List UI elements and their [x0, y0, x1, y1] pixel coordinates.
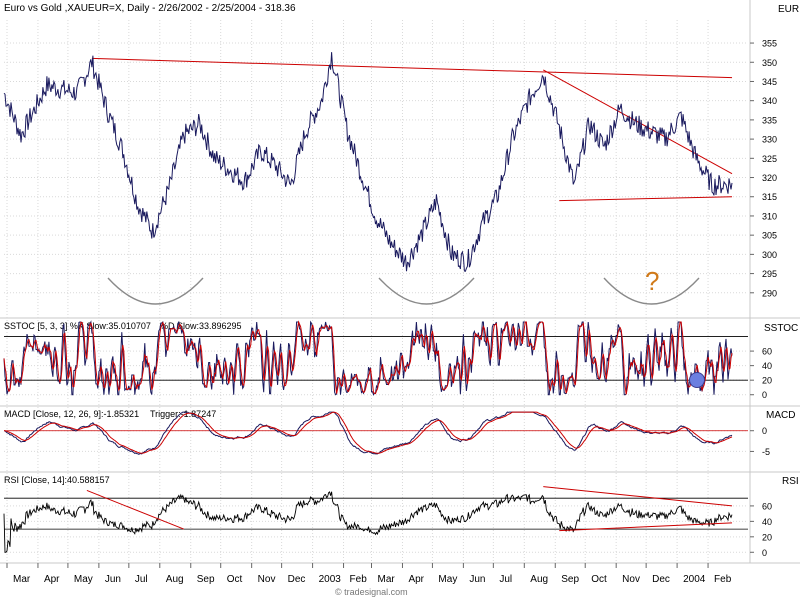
question-mark-annotation: ? — [645, 266, 659, 296]
macd-axis: 0 -5 — [750, 426, 770, 457]
y-tick-label: 20 — [762, 376, 772, 386]
macd-legend: MACD [Close, 12, 26, 9]:-1.85321 — [4, 409, 139, 419]
rsi-trend-line — [86, 489, 184, 530]
x-tick-label: 2003 — [319, 574, 342, 585]
x-tick-label: Mar — [378, 574, 396, 585]
x-tick-label: 2004 — [683, 574, 706, 585]
x-tick-label: Jul — [135, 574, 148, 585]
rsi-trend-line — [543, 486, 733, 507]
y-tick-label: 290 — [762, 288, 777, 298]
y-tick-label: 310 — [762, 211, 777, 221]
y-tick-label: 335 — [762, 115, 777, 125]
macd-trigger-line — [4, 411, 733, 454]
x-tick-label: Feb — [350, 574, 368, 585]
y-tick-label: 40 — [762, 517, 772, 527]
unit-label: EUR — [778, 4, 799, 15]
x-tick-label: Apr — [408, 574, 424, 585]
x-axis: Mar Apr May Jun Jul Aug Sep Oct Nov Dec 2003 Feb Mar… — [6, 563, 732, 585]
sstoc-axis: 60 40 20 0 — [750, 347, 772, 400]
y-tick-label: 20 — [762, 532, 772, 542]
y-tick-label: 340 — [762, 96, 777, 106]
y-tick-label: 325 — [762, 154, 777, 164]
y-tick-label: 320 — [762, 173, 777, 183]
chart-title: Euro vs Gold ,XAUEUR=X, Daily - 2/26/200… — [4, 3, 296, 14]
rsi-line — [3, 491, 733, 553]
x-tick-label: Oct — [591, 574, 607, 585]
y-tick-label: 300 — [762, 250, 777, 260]
price-series-line — [3, 52, 733, 272]
watermark: © tradesignal.com — [335, 587, 408, 597]
cup-arc — [107, 277, 204, 305]
sstoc-highlight-dot — [689, 372, 705, 388]
x-tick-label: Nov — [622, 574, 640, 585]
x-tick-label: Jun — [105, 574, 121, 585]
x-tick-label: Sep — [197, 574, 215, 585]
pattern-arcs — [107, 277, 700, 305]
sstoc-panel-label: SSTOC — [764, 323, 798, 334]
sstoc-k-line — [3, 320, 733, 396]
y-tick-label: 345 — [762, 77, 777, 87]
x-tick-label: Nov — [258, 574, 276, 585]
x-tick-label: Feb — [714, 574, 732, 585]
trend-line — [543, 69, 733, 175]
y-tick-label: 0 — [762, 390, 767, 400]
y-tick-label: 0 — [762, 548, 767, 558]
y-tick-label: 295 — [762, 269, 777, 279]
rsi-axis: 60 40 20 0 — [750, 501, 772, 558]
y-tick-label: 330 — [762, 135, 777, 145]
trend-line — [91, 57, 733, 79]
x-tick-label: Mar — [13, 574, 31, 585]
x-tick-label: Dec — [652, 574, 670, 585]
x-tick-label: Oct — [227, 574, 243, 585]
y-tick-label: 315 — [762, 192, 777, 202]
cup-arc — [378, 277, 475, 305]
x-tick-label: May — [438, 574, 457, 585]
x-tick-label: Sep — [561, 574, 579, 585]
sstoc-d-line — [3, 320, 733, 395]
rsi-trend-line — [559, 522, 733, 532]
price-axis: 355 350 345 340 335 330 325 320 315 310 305 300 295 2… — [750, 39, 777, 298]
x-tick-label: Aug — [166, 574, 184, 585]
trend-lines — [91, 57, 733, 202]
y-tick-label: 60 — [762, 501, 772, 511]
grid-lines — [0, 0, 800, 564]
y-tick-label: 355 — [762, 39, 777, 49]
y-tick-label: 40 — [762, 361, 772, 371]
sstoc-legend-d: %D Slow:33.896295 — [160, 321, 242, 331]
y-tick-label: -5 — [762, 447, 770, 457]
macd-trigger-legend: Trigger:-1.87247 — [150, 409, 216, 419]
x-tick-label: Apr — [44, 574, 60, 585]
x-tick-label: Jun — [469, 574, 485, 585]
x-tick-label: Jul — [499, 574, 512, 585]
trend-line — [559, 196, 733, 202]
rsi-legend: RSI [Close, 14]:40.588157 — [4, 475, 110, 485]
macd-panel-label: MACD — [766, 410, 795, 421]
y-tick-label: 60 — [762, 347, 772, 357]
y-tick-label: 0 — [762, 426, 767, 436]
sstoc-legend-k: SSTOC [5, 3, 3] %K Slow:35.010707 — [4, 321, 151, 331]
rsi-panel-label: RSI — [782, 476, 799, 487]
cup-arc — [603, 277, 700, 305]
x-tick-label: Dec — [288, 574, 306, 585]
x-tick-label: Aug — [530, 574, 548, 585]
x-tick-label: May — [74, 574, 93, 585]
rsi-trend-lines — [86, 486, 733, 532]
y-tick-label: 305 — [762, 231, 777, 241]
y-tick-label: 350 — [762, 58, 777, 68]
